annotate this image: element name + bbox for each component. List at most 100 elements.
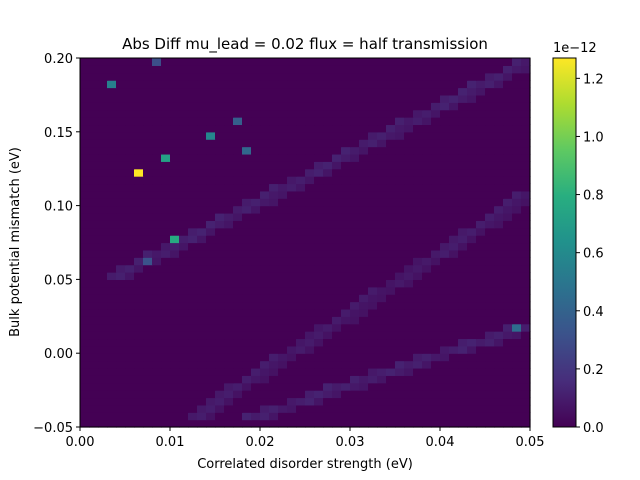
- heatmap-cell: [485, 80, 495, 89]
- heatmap-cell: [476, 235, 486, 244]
- heatmap-cell: [143, 338, 153, 347]
- heatmap-cell: [116, 316, 126, 325]
- heatmap-cell: [458, 80, 468, 89]
- heatmap-cell: [215, 286, 225, 295]
- heatmap-cell: [467, 161, 477, 170]
- heatmap-cell: [494, 257, 504, 266]
- heatmap-cell: [422, 190, 432, 199]
- heatmap-cell: [80, 360, 90, 369]
- heatmap-cell: [125, 397, 135, 406]
- heatmap-cell: [404, 212, 414, 221]
- heatmap-cell: [80, 139, 90, 148]
- heatmap-cell: [341, 316, 351, 325]
- heatmap-cell: [449, 338, 459, 347]
- heatmap-cell: [512, 308, 522, 317]
- heatmap-cell: [242, 220, 252, 229]
- heatmap-cell: [359, 272, 369, 280]
- heatmap-cell: [386, 131, 396, 140]
- heatmap-cell: [476, 353, 486, 362]
- heatmap-cell: [314, 404, 324, 413]
- heatmap-cell: [89, 308, 99, 317]
- heatmap-cell: [269, 242, 279, 251]
- heatmap-cell: [188, 264, 198, 273]
- heatmap-cell: [467, 375, 477, 384]
- heatmap-cell: [80, 353, 90, 362]
- heatmap-cell: [287, 109, 297, 118]
- heatmap-cell: [170, 235, 180, 244]
- heatmap-cell: [197, 117, 207, 126]
- heatmap-cell: [386, 72, 396, 81]
- heatmap-cell: [314, 338, 324, 347]
- heatmap-cell: [404, 419, 414, 428]
- heatmap-cell: [332, 131, 342, 140]
- heatmap-cell: [458, 153, 468, 162]
- heatmap-cell: [512, 331, 522, 340]
- heatmap-cell: [170, 249, 180, 258]
- heatmap-cell: [476, 94, 486, 103]
- heatmap-cell: [305, 272, 315, 280]
- heatmap-cell: [116, 102, 126, 111]
- heatmap-cell: [521, 397, 531, 406]
- heatmap-cell: [422, 227, 432, 236]
- heatmap-cell: [323, 345, 333, 354]
- heatmap-cell: [494, 419, 504, 428]
- heatmap-cell: [494, 227, 504, 236]
- heatmap-cell: [512, 220, 522, 229]
- heatmap-cell: [341, 242, 351, 251]
- heatmap-cell: [287, 212, 297, 221]
- heatmap-cell: [134, 272, 144, 280]
- heatmap-cell: [512, 190, 522, 199]
- heatmap-cell: [206, 205, 216, 214]
- heatmap-cell: [368, 117, 378, 126]
- heatmap-cell: [512, 419, 522, 428]
- heatmap-cell: [125, 87, 135, 96]
- heatmap-cell: [476, 198, 486, 207]
- heatmap-cell: [179, 308, 189, 317]
- heatmap-cell: [242, 153, 252, 162]
- heatmap-cell: [125, 198, 135, 207]
- heatmap-cell: [224, 390, 234, 399]
- heatmap-cell: [485, 316, 495, 325]
- heatmap-cell: [251, 345, 261, 354]
- heatmap-cell: [368, 338, 378, 347]
- heatmap-cell: [116, 404, 126, 413]
- heatmap-cell: [296, 331, 306, 340]
- heatmap-cell: [395, 367, 405, 376]
- heatmap-cell: [152, 404, 162, 413]
- heatmap-cell: [80, 198, 90, 207]
- heatmap-cell: [161, 279, 171, 288]
- heatmap-cell: [233, 80, 243, 89]
- heatmap-cell: [269, 153, 279, 162]
- heatmap-cell: [125, 360, 135, 369]
- heatmap-cell: [161, 183, 171, 192]
- heatmap-cell: [413, 249, 423, 258]
- heatmap-cell: [512, 153, 522, 162]
- heatmap-cell: [368, 360, 378, 369]
- heatmap-cell: [152, 205, 162, 214]
- heatmap-cell: [296, 390, 306, 399]
- heatmap-cell: [296, 397, 306, 406]
- heatmap-cell: [377, 404, 387, 413]
- heatmap-cell: [242, 198, 252, 207]
- heatmap-cell: [197, 301, 207, 310]
- heatmap-cell: [296, 146, 306, 155]
- heatmap-cell: [341, 360, 351, 369]
- heatmap-cell: [431, 360, 441, 369]
- heatmap-cell: [494, 168, 504, 177]
- heatmap-cell: [269, 257, 279, 266]
- y-tick-label: 0.20: [44, 52, 73, 67]
- heatmap-cell: [350, 242, 360, 251]
- heatmap-cell: [152, 227, 162, 236]
- heatmap-cell: [98, 286, 108, 295]
- heatmap-cell: [170, 212, 180, 221]
- heatmap-cell: [377, 301, 387, 310]
- heatmap-cell: [278, 72, 288, 81]
- heatmap-cell: [161, 294, 171, 303]
- heatmap-cell: [260, 375, 270, 384]
- heatmap-cell: [188, 80, 198, 89]
- heatmap-cell: [224, 412, 234, 421]
- heatmap-cell: [269, 397, 279, 406]
- heatmap-cell: [134, 301, 144, 310]
- heatmap-cell: [368, 205, 378, 214]
- heatmap-cell: [269, 367, 279, 376]
